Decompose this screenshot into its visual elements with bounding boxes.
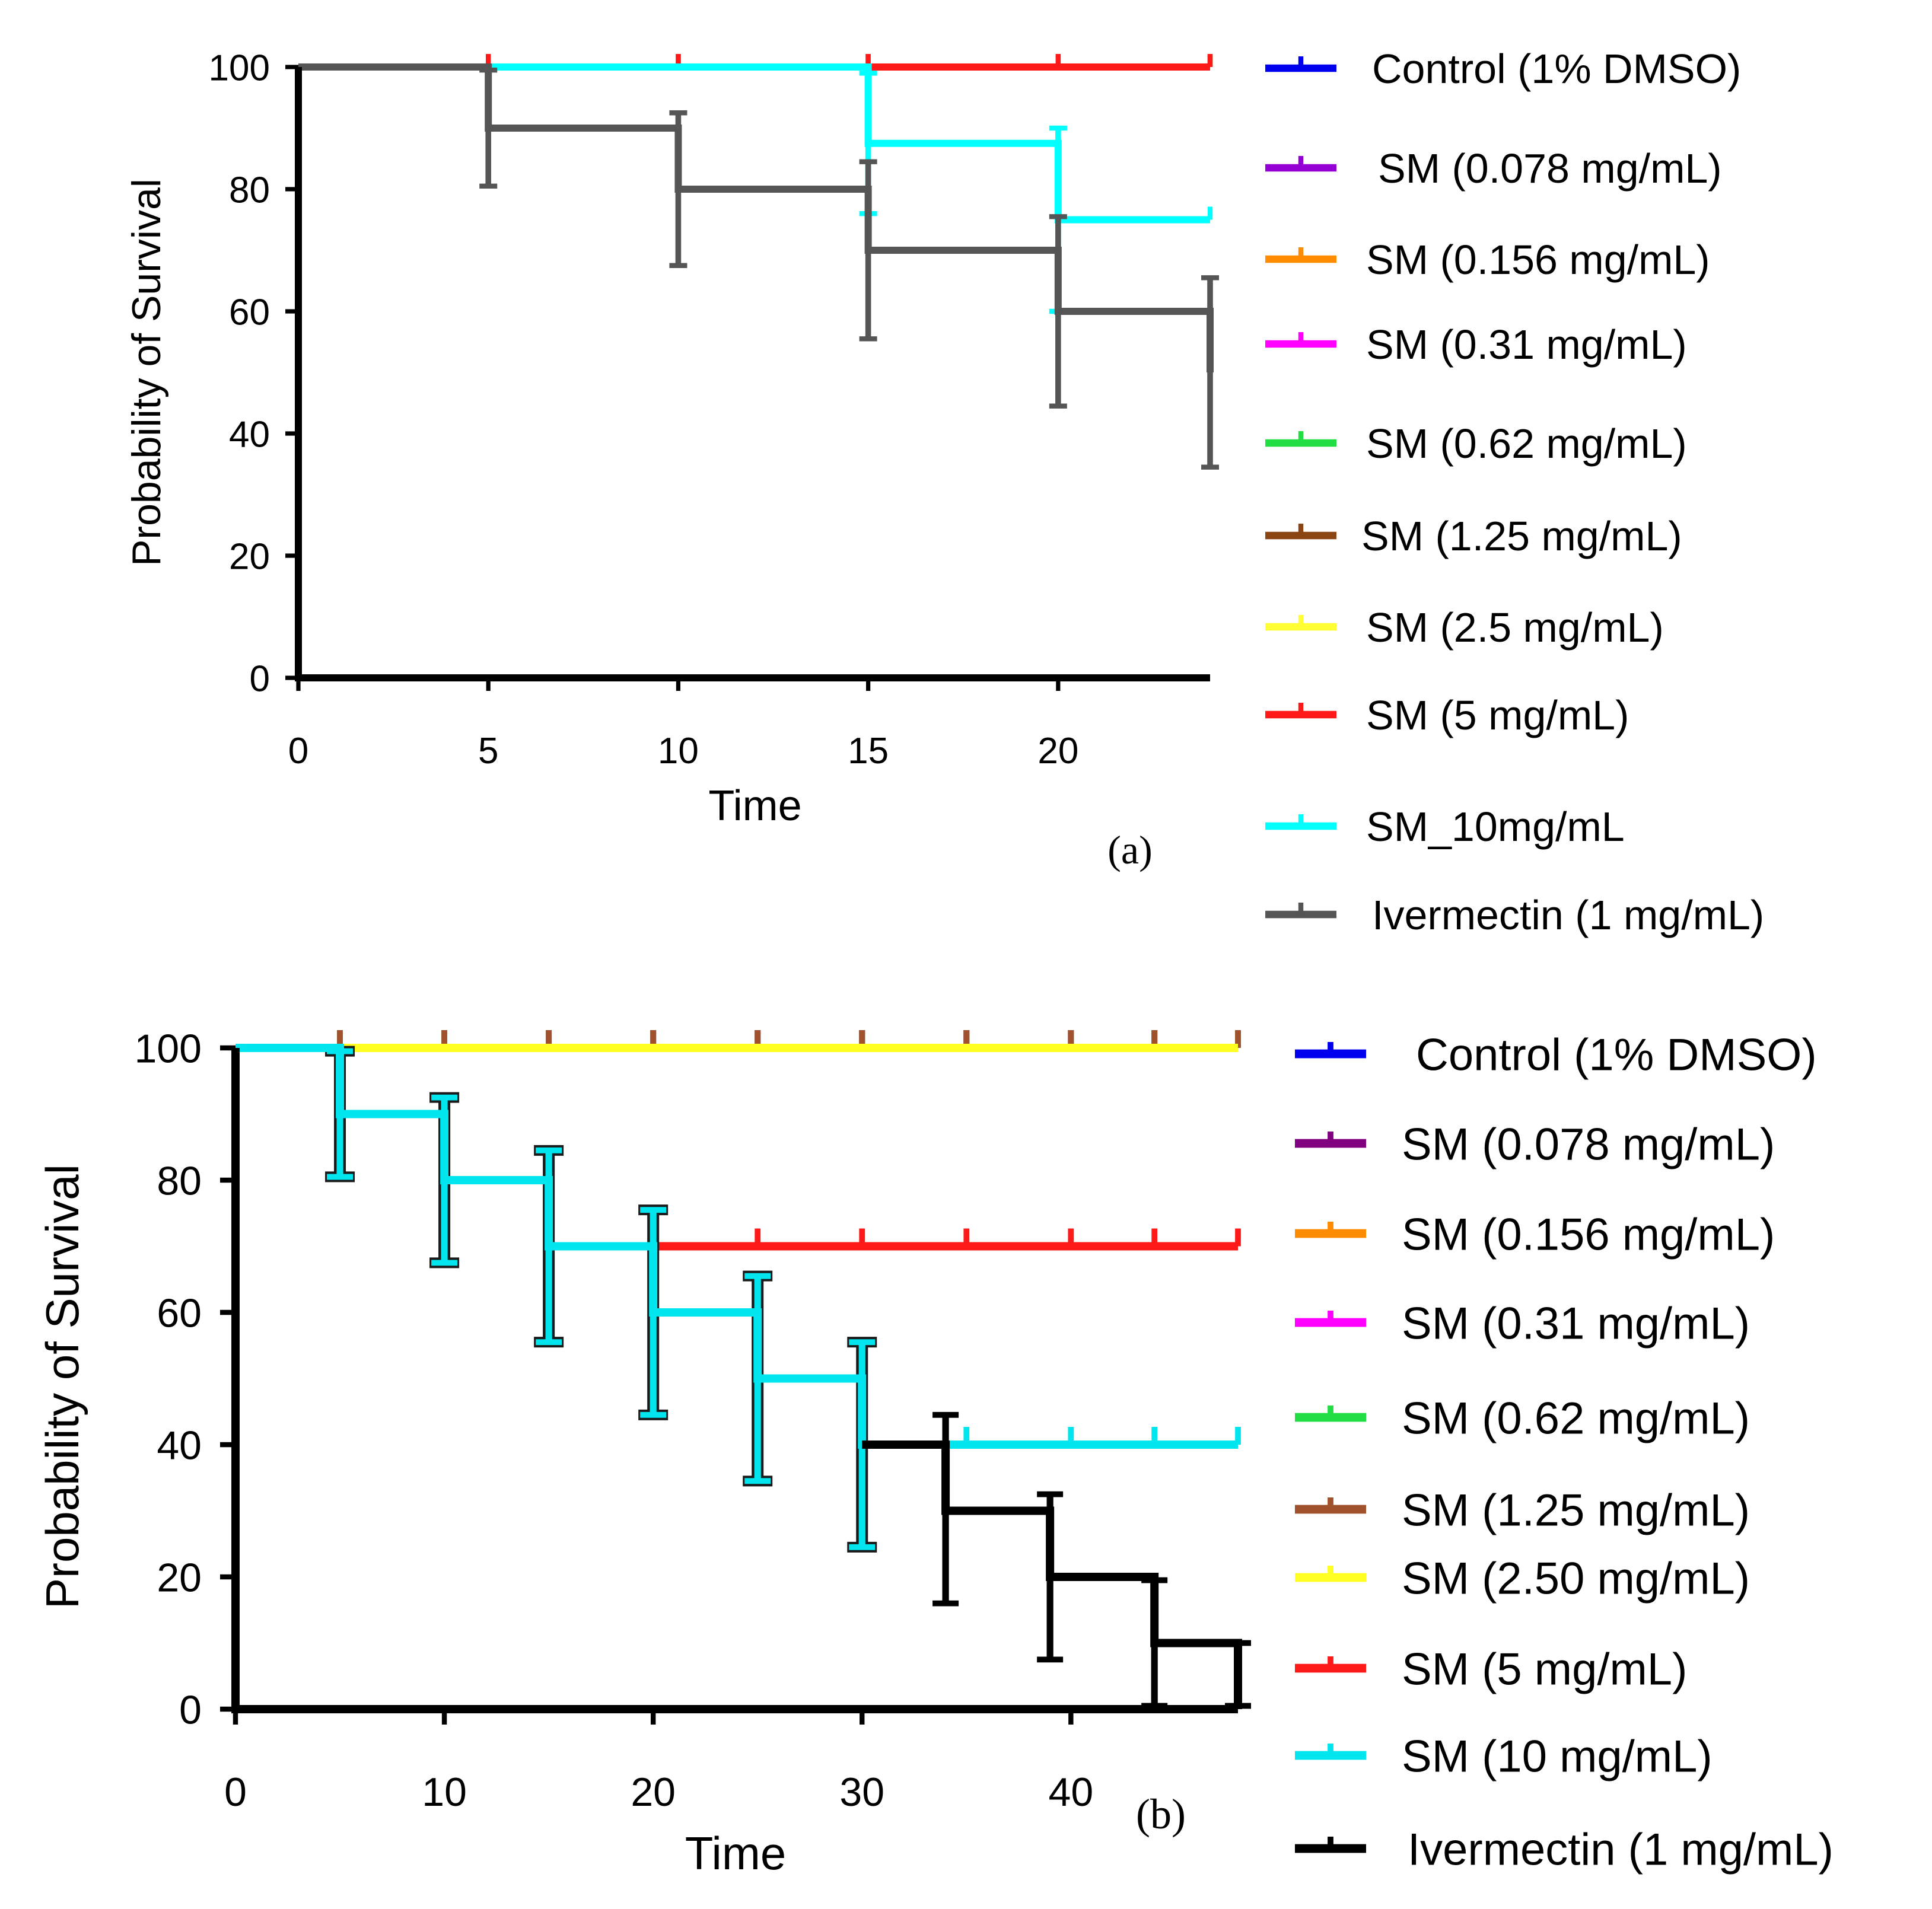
panel-label: (a) [1107,827,1152,872]
legend-entry: SM (5 mg/mL) [1295,1644,1687,1694]
legend-label: SM (2.50 mg/mL) [1402,1553,1750,1604]
legend-entry: SM (0.078 mg/mL) [1265,145,1722,192]
legend-entry: SM (1.25 mg/mL) [1265,513,1682,559]
legend-label: SM (0.078 mg/mL) [1378,145,1722,192]
y-tick-label: 80 [157,1158,202,1203]
legend-entry: SM_10mg/mL [1265,804,1625,850]
x-axis-label: Time [685,1827,786,1879]
legend-entry: SM (0.31 mg/mL) [1295,1298,1750,1349]
y-axis-label: Probability of Survival [124,179,169,566]
y-tick-label: 100 [209,47,270,88]
legend-entry: Ivermectin (1 mg/mL) [1295,1824,1834,1875]
legend-label: SM (0.078 mg/mL) [1402,1119,1775,1169]
series-10 [862,1411,1251,1709]
series-10 [298,63,1219,470]
x-tick-label: 30 [839,1770,884,1815]
x-tick-label: 5 [478,731,498,772]
x-tick-label: 0 [224,1770,247,1815]
legend-entry: SM (0.078 mg/mL) [1295,1119,1775,1169]
legend-label: SM (0.62 mg/mL) [1366,420,1687,467]
x-tick-label: 40 [1049,1770,1094,1815]
legend-label: SM (0.156 mg/mL) [1366,237,1710,283]
legend-label: SM (0.62 mg/mL) [1402,1393,1750,1443]
legend-label: SM (5 mg/mL) [1402,1644,1687,1694]
y-tick-label: 60 [229,292,270,333]
y-tick-label: 20 [229,536,270,577]
series-9 [235,1044,1241,1553]
x-tick-label: 10 [658,731,699,772]
y-tick-label: 100 [135,1026,202,1071]
legend-label: Control (1% DMSO) [1416,1030,1817,1080]
y-tick-label: 40 [229,414,270,455]
x-axis-label: Time [708,782,801,830]
legend-entry: SM (0.62 mg/mL) [1295,1393,1750,1443]
legend-entry: SM (2.5 mg/mL) [1265,604,1664,651]
legend-label: SM (0.31 mg/mL) [1366,321,1687,368]
legend-entry: SM (2.50 mg/mL) [1295,1553,1750,1604]
y-tick-label: 60 [157,1290,202,1336]
x-tick-label: 0 [288,731,308,772]
x-tick-label: 15 [848,731,889,772]
panel-b: 0 10 20 30 40 0 20 40 60 80 100 Probability of Sur… [36,1026,1834,1879]
panel-label: (b) [1136,1790,1186,1838]
panel-a: 0 5 10 15 20 0 20 40 60 80 100 Probability of Surv… [124,46,1764,938]
legend-label: SM (1.25 mg/mL) [1402,1485,1750,1535]
survival-step-line [235,1044,1238,1251]
legend-entry: Ivermectin (1 mg/mL) [1265,892,1764,938]
legend-label: Control (1% DMSO) [1372,46,1741,92]
legend-label: SM (10 mg/mL) [1402,1731,1713,1781]
survival-step-line [298,63,1210,224]
survival-step-line [235,1044,1238,1449]
x-tick-label: 20 [631,1770,676,1815]
y-tick-label: 0 [250,658,270,699]
legend-entry: SM (5 mg/mL) [1265,692,1629,738]
y-tick-label: 20 [157,1555,202,1600]
legend-entry: SM (0.31 mg/mL) [1265,321,1687,368]
legend-label: Ivermectin (1 mg/mL) [1372,892,1764,938]
legend-label: SM (1.25 mg/mL) [1361,513,1682,559]
legend-entry: SM (0.156 mg/mL) [1295,1209,1775,1260]
legend-entry: Control (1% DMSO) [1295,1030,1817,1080]
legend-label: Ivermectin (1 mg/mL) [1408,1824,1834,1875]
y-tick-label: 80 [229,170,270,211]
legend-label: SM (0.31 mg/mL) [1402,1298,1750,1349]
legend-label: SM (2.5 mg/mL) [1366,604,1664,651]
legend-entry: Control (1% DMSO) [1265,46,1741,92]
legend-label: SM_10mg/mL [1366,804,1625,850]
series-8 [235,1044,1241,1346]
x-tick-label: 20 [1037,731,1078,772]
legend-entry: SM (0.62 mg/mL) [1265,420,1687,467]
legend-entry: SM (10 mg/mL) [1295,1731,1713,1781]
legend-label: SM (0.156 mg/mL) [1402,1209,1775,1260]
x-tick-label: 10 [422,1770,467,1815]
y-axis-label: Probability of Survival [36,1164,88,1609]
y-tick-label: 40 [157,1423,202,1468]
legend-label: SM (5 mg/mL) [1366,692,1629,738]
legend-entry: SM (0.156 mg/mL) [1265,237,1710,283]
y-tick-label: 0 [179,1687,202,1732]
legend-entry: SM (1.25 mg/mL) [1295,1485,1750,1535]
